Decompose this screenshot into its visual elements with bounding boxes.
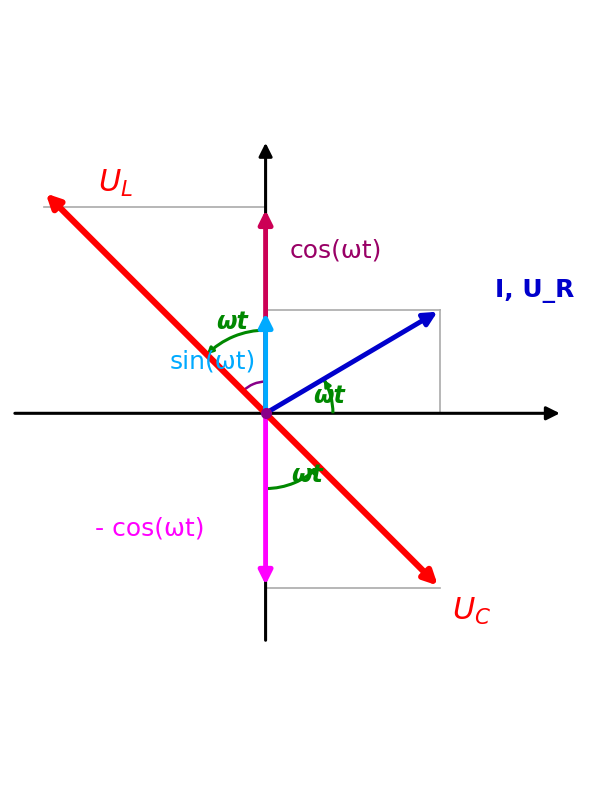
Text: ωt: ωt bbox=[217, 310, 248, 334]
Text: I, U_R: I, U_R bbox=[496, 279, 575, 302]
Text: - cos(ωt): - cos(ωt) bbox=[95, 516, 205, 540]
Text: sin(ωt): sin(ωt) bbox=[170, 349, 256, 374]
Text: cos(ωt): cos(ωt) bbox=[289, 239, 382, 263]
Text: ωt: ωt bbox=[291, 463, 323, 487]
Text: ωt: ωt bbox=[313, 384, 345, 408]
Text: $U_C$: $U_C$ bbox=[452, 596, 491, 627]
Text: $U_L$: $U_L$ bbox=[98, 168, 133, 199]
